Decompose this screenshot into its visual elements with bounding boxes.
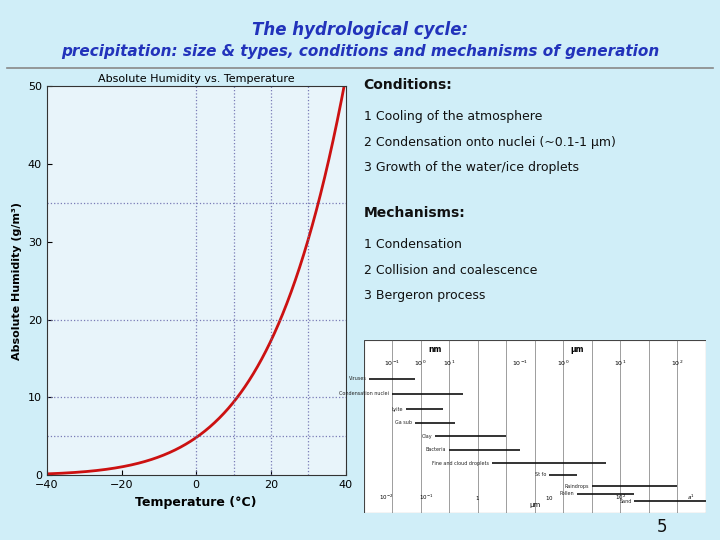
Text: $10^{2}$: $10^{2}$ (671, 359, 683, 368)
Text: μm: μm (529, 502, 540, 508)
Text: precipitation: size & types, conditions and mechanisms of generation: precipitation: size & types, conditions … (61, 44, 659, 59)
Text: $10^{0}$: $10^{0}$ (557, 359, 570, 368)
Text: 1 Condensation: 1 Condensation (364, 238, 462, 251)
Text: nm: nm (428, 345, 441, 354)
Text: Raindrops: Raindrops (564, 484, 589, 489)
Text: $10^{1}$: $10^{1}$ (614, 359, 626, 368)
Text: $10^{-2}$: $10^{-2}$ (379, 493, 394, 502)
Text: 5: 5 (657, 517, 667, 536)
Text: 2 Collision and coalescence: 2 Collision and coalescence (364, 264, 537, 276)
Y-axis label: Absolute Humidity (g/m³): Absolute Humidity (g/m³) (12, 202, 22, 360)
Text: Bacteria: Bacteria (426, 447, 446, 452)
Text: Condensation nuclei: Condensation nuclei (339, 392, 390, 396)
Text: $10^{0}$: $10^{0}$ (415, 359, 427, 368)
X-axis label: Temperature (°C): Temperature (°C) (135, 496, 257, 509)
Text: St fo: St fo (535, 472, 546, 477)
Text: $a^1$: $a^1$ (688, 493, 696, 502)
Text: μm: μm (571, 345, 584, 354)
Text: The hydrological cycle:: The hydrological cycle: (252, 21, 468, 39)
Text: 3 Growth of the water/ice droplets: 3 Growth of the water/ice droplets (364, 161, 579, 174)
Text: Clay: Clay (421, 434, 432, 438)
Text: Fine and cloud droplets: Fine and cloud droplets (432, 461, 489, 465)
Text: Conditions:: Conditions: (364, 78, 452, 92)
Title: Absolute Humidity vs. Temperature: Absolute Humidity vs. Temperature (98, 74, 294, 84)
Text: $10^{-1}$: $10^{-1}$ (384, 359, 400, 368)
Text: $10$: $10$ (544, 494, 553, 502)
Text: $1$: $1$ (475, 494, 480, 502)
Text: 1 Cooling of the atmosphere: 1 Cooling of the atmosphere (364, 110, 542, 123)
Text: Ga sub: Ga sub (395, 420, 412, 426)
Text: Lyite: Lyite (392, 407, 403, 412)
Text: 2 Condensation onto nuclei (~0.1-1 μm): 2 Condensation onto nuclei (~0.1-1 μm) (364, 136, 616, 148)
Text: Viruses: Viruses (348, 376, 366, 381)
Text: Mechanisms:: Mechanisms: (364, 206, 465, 220)
Text: Sand: Sand (619, 499, 631, 504)
Text: 3 Bergeron process: 3 Bergeron process (364, 289, 485, 302)
Text: $10^{-1}$: $10^{-1}$ (419, 493, 433, 502)
Text: $10^{1}$: $10^{1}$ (443, 359, 455, 368)
Text: Pollen: Pollen (560, 491, 575, 496)
Text: $10^{2}$: $10^{2}$ (615, 493, 626, 502)
Text: $10^{-1}$: $10^{-1}$ (513, 359, 528, 368)
